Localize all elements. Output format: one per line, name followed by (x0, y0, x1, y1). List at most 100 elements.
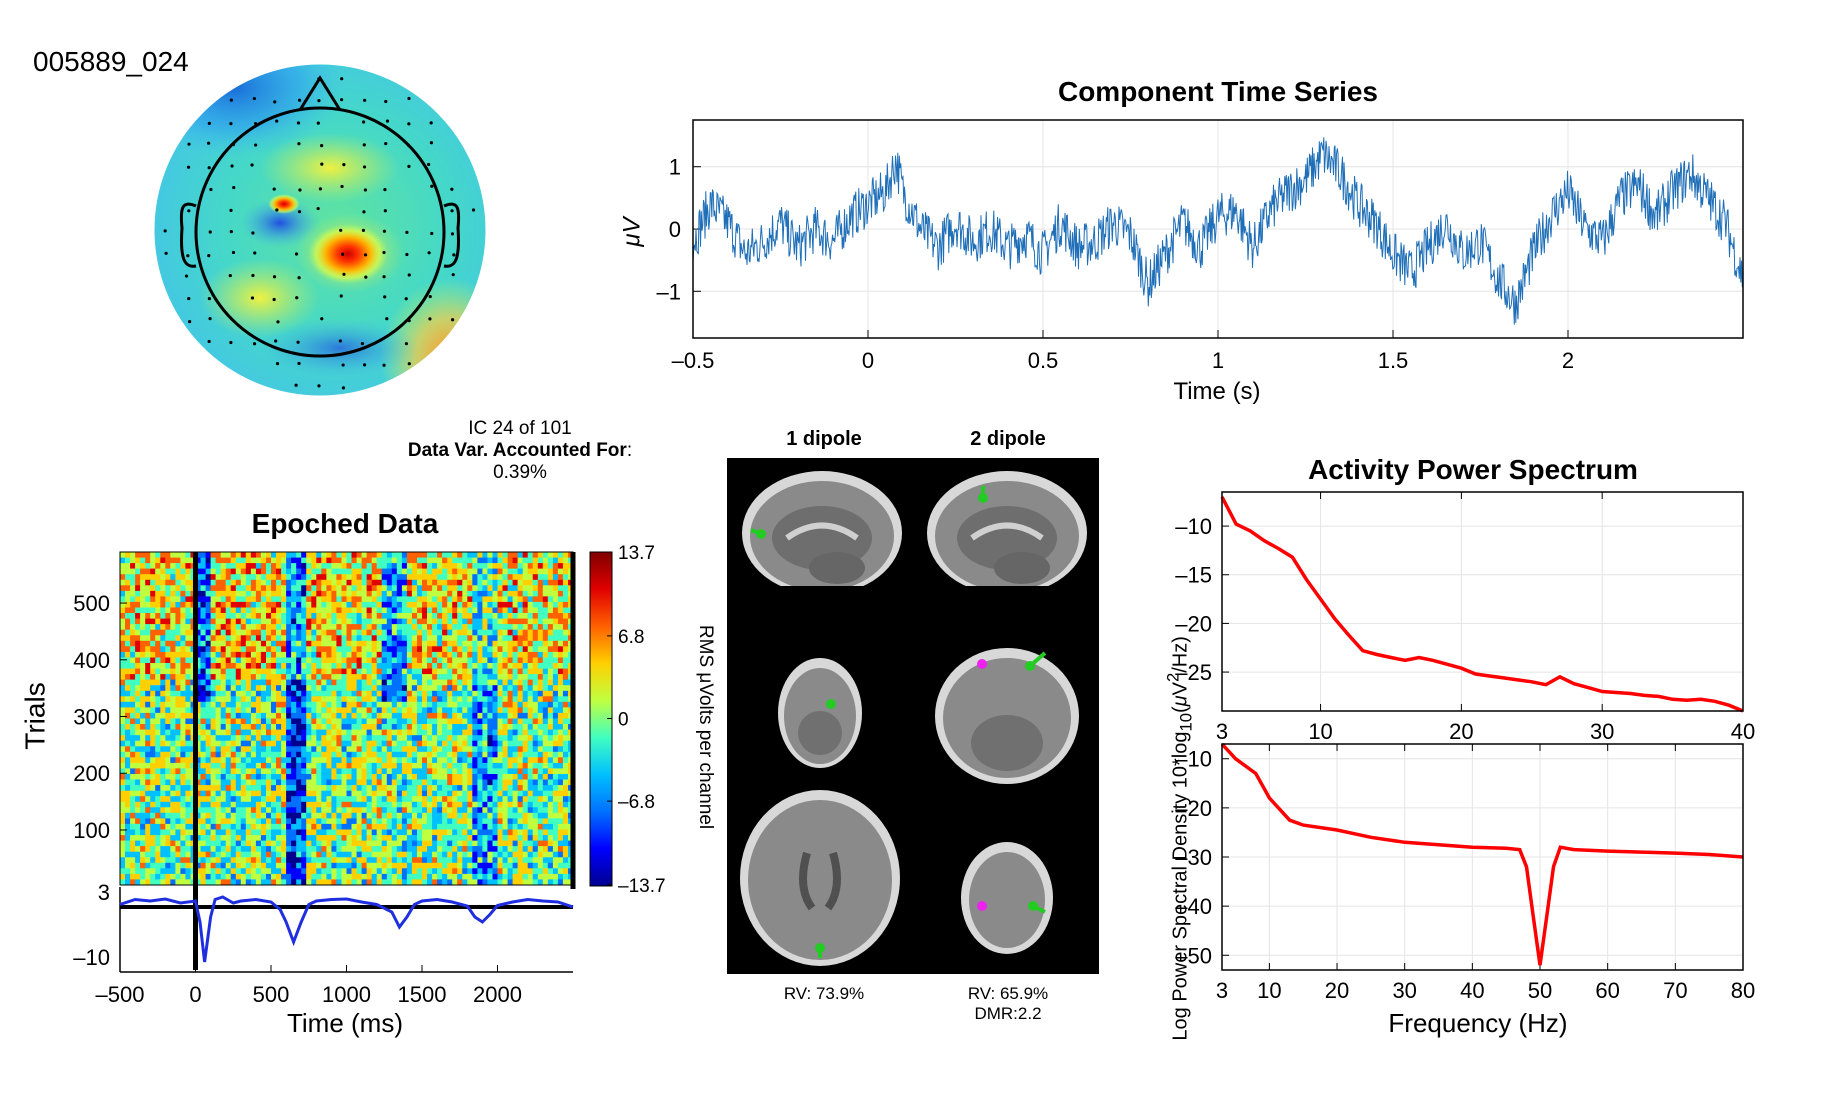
heatmap-cell (533, 619, 539, 625)
heatmap-cell (246, 619, 252, 625)
heatmap-cell (291, 746, 297, 752)
heatmap-cell (266, 691, 272, 697)
heatmap-cell (377, 830, 383, 836)
heatmap-cell (326, 757, 332, 763)
heatmap-cell (412, 624, 418, 630)
heatmap-cell (472, 768, 478, 774)
heatmap-cell (216, 585, 222, 591)
heatmap-cell (427, 691, 433, 697)
heatmap-cell (387, 563, 393, 569)
heatmap-cell (120, 707, 126, 713)
heatmap-cell (175, 774, 181, 780)
heatmap-cell (508, 757, 514, 763)
heatmap-cell (523, 807, 529, 813)
heatmap-cell (291, 646, 297, 652)
heatmap-cell (185, 719, 191, 725)
heatmap-cell (548, 796, 554, 802)
heatmap-cell (201, 757, 207, 763)
heatmap-cell (352, 635, 358, 641)
heatmap-cell (422, 702, 428, 708)
heatmap-cell (553, 841, 559, 847)
heatmap-cell (513, 563, 519, 569)
heatmap-cell (291, 658, 297, 664)
heatmap-cell (306, 802, 312, 808)
heatmap-cell (165, 635, 171, 641)
heatmap-cell (528, 635, 534, 641)
heatmap-cell (236, 552, 242, 558)
heatmap-cell (498, 630, 504, 636)
heatmap-cell (266, 774, 272, 780)
heatmap-cell (165, 780, 171, 786)
heatmap-cell (382, 630, 388, 636)
heatmap-cell (211, 785, 217, 791)
heatmap-cell (175, 685, 181, 691)
heatmap-cell (261, 696, 267, 702)
heatmap-cell (336, 780, 342, 786)
heatmap-cell (397, 685, 403, 691)
heatmap-cell (352, 680, 358, 686)
heatmap-cell (206, 552, 212, 558)
heatmap-cell (382, 780, 388, 786)
heatmap-cell (221, 746, 227, 752)
heatmap-cell (256, 602, 262, 608)
heatmap-cell (422, 730, 428, 736)
heatmap-cell (548, 685, 554, 691)
heatmap-cell (352, 735, 358, 741)
heatmap-cell (342, 563, 348, 569)
heatmap-cell (130, 730, 136, 736)
heatmap-cell (422, 658, 428, 664)
heatmap-cell (326, 780, 332, 786)
heatmap-cell (145, 813, 151, 819)
heatmap-cell (477, 768, 483, 774)
heatmap-cell (452, 696, 458, 702)
heatmap-cell (417, 835, 423, 841)
heatmap-cell (201, 724, 207, 730)
heatmap-cell (226, 807, 232, 813)
heatmap-cell (367, 768, 373, 774)
heatmap-cell (271, 780, 277, 786)
heatmap-cell (185, 830, 191, 836)
heatmap-cell (518, 574, 524, 580)
heatmap-cell (533, 580, 539, 586)
heatmap-cell (422, 630, 428, 636)
heatmap-cell (125, 558, 131, 564)
heatmap-cell (331, 763, 337, 769)
heatmap-cell (457, 757, 463, 763)
heatmap-cell (477, 691, 483, 697)
heatmap-cell (301, 630, 307, 636)
heatmap-cell (548, 735, 554, 741)
heatmap-cell (558, 780, 564, 786)
heatmap-cell (447, 558, 453, 564)
heatmap-cell (387, 691, 393, 697)
heatmap-cell (548, 646, 554, 652)
heatmap-cell (462, 841, 468, 847)
heatmap-cell (155, 752, 161, 758)
heatmap-cell (160, 746, 166, 752)
heatmap-cell (508, 791, 514, 797)
heatmap-cell (352, 752, 358, 758)
heatmap-cell (538, 563, 544, 569)
heatmap-cell (145, 757, 151, 763)
heatmap-cell (180, 680, 186, 686)
heatmap-cell (498, 558, 504, 564)
heatmap-cell (407, 591, 413, 597)
heatmap-cell (357, 563, 363, 569)
heatmap-cell (251, 691, 257, 697)
heatmap-cell (160, 846, 166, 852)
heatmap-cell (170, 746, 176, 752)
heatmap-cell (417, 630, 423, 636)
heatmap-cell (135, 757, 141, 763)
heatmap-cell (533, 841, 539, 847)
heatmap-cell (342, 730, 348, 736)
heatmap-cell (462, 619, 468, 625)
heatmap-cell (301, 702, 307, 708)
heatmap-cell (211, 835, 217, 841)
heatmap-cell (457, 663, 463, 669)
heatmap-cell (180, 702, 186, 708)
heatmap-cell (548, 818, 554, 824)
heatmap-cell (538, 752, 544, 758)
heatmap-cell (493, 768, 499, 774)
heatmap-cell (482, 696, 488, 702)
heatmap-cell (206, 635, 212, 641)
heatmap-cell (140, 763, 146, 769)
